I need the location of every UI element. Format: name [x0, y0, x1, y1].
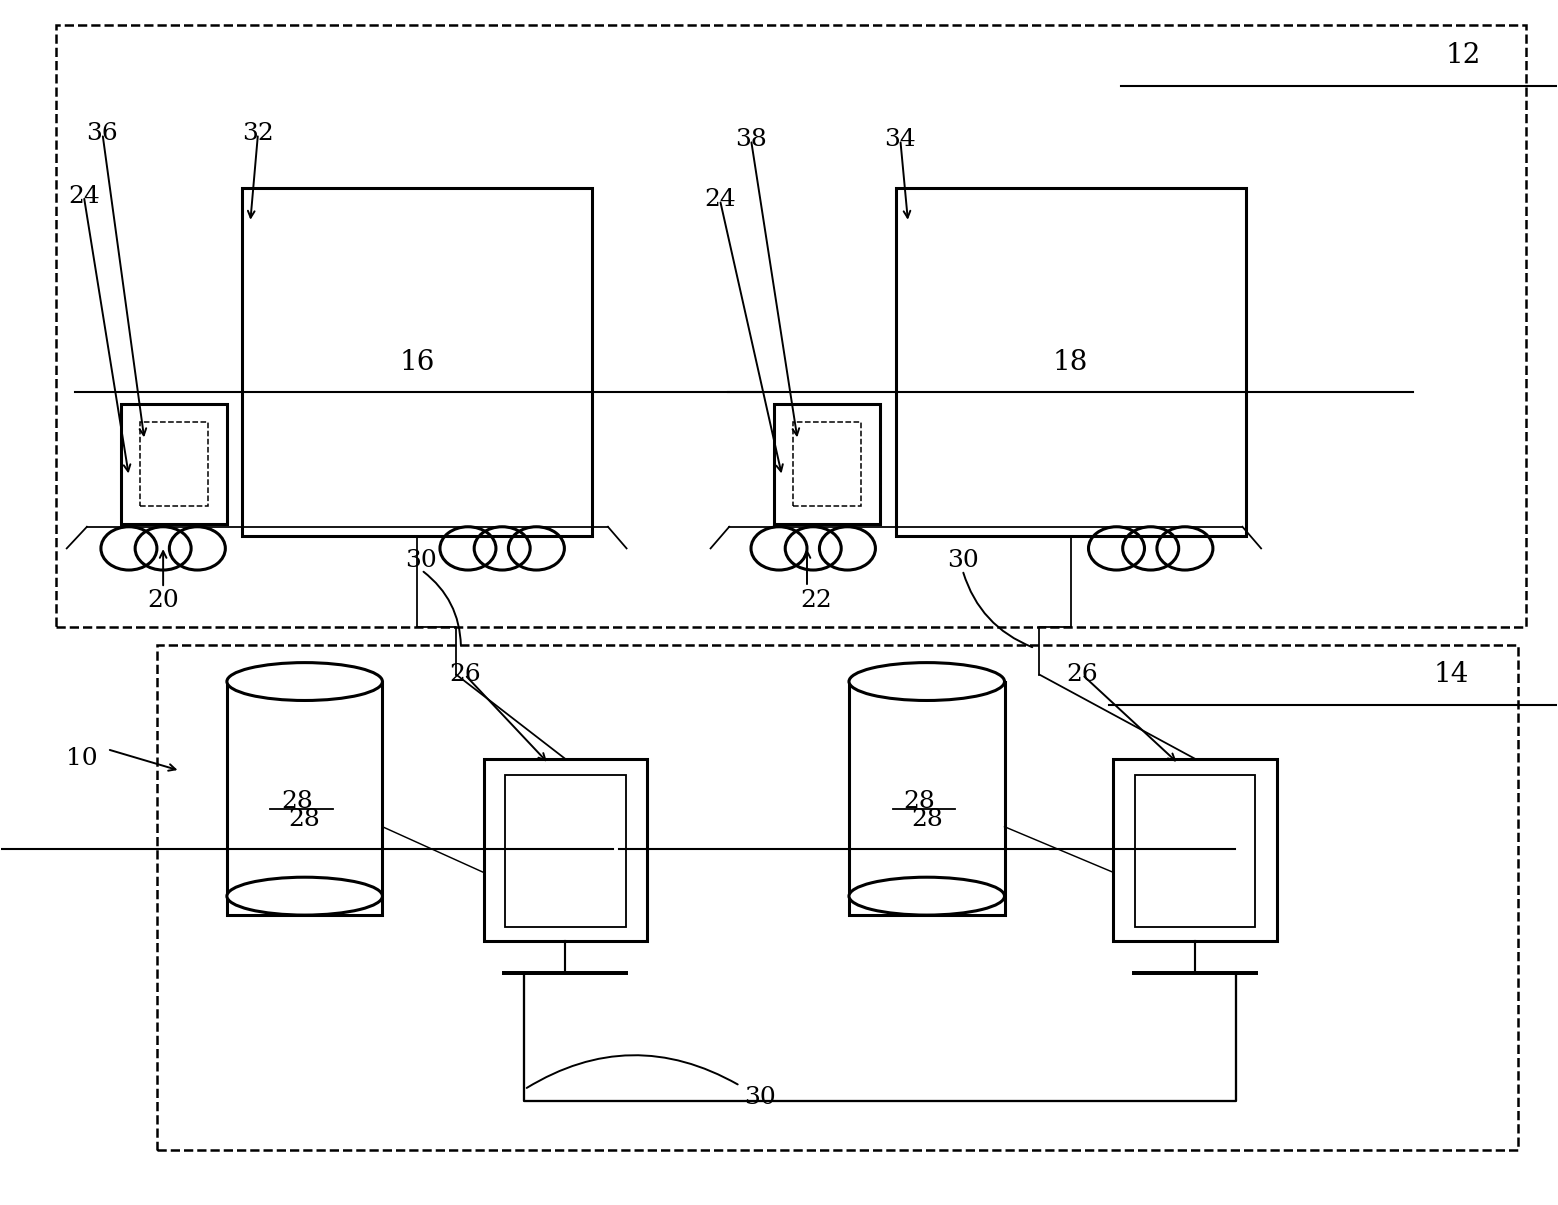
Text: 30: 30: [745, 1087, 776, 1110]
Bar: [483, 759, 647, 941]
Bar: [157, 645, 1517, 1150]
Text: 30: 30: [947, 549, 978, 572]
Text: 26: 26: [1066, 663, 1098, 686]
Text: 32: 32: [241, 122, 274, 145]
Bar: [896, 188, 1245, 536]
Text: 28: 28: [911, 807, 943, 830]
Bar: [849, 682, 1005, 915]
Ellipse shape: [849, 877, 1005, 915]
Bar: [140, 422, 207, 506]
Text: 26: 26: [449, 663, 481, 686]
Text: 38: 38: [735, 128, 767, 151]
Bar: [1134, 775, 1256, 928]
Text: 14: 14: [1433, 662, 1469, 688]
Text: 12: 12: [1446, 42, 1482, 69]
Text: 30: 30: [405, 549, 438, 572]
Ellipse shape: [227, 663, 382, 700]
Text: 16: 16: [400, 348, 435, 376]
Bar: [505, 775, 626, 928]
Ellipse shape: [227, 877, 382, 915]
Text: 28: 28: [288, 807, 321, 830]
Text: 24: 24: [69, 184, 100, 207]
Text: 34: 34: [885, 128, 916, 151]
Ellipse shape: [849, 663, 1005, 700]
Text: 22: 22: [801, 588, 832, 612]
Bar: [774, 404, 880, 524]
Text: 18: 18: [1053, 348, 1089, 376]
Text: 28: 28: [280, 790, 313, 813]
Text: 24: 24: [704, 188, 735, 211]
Text: 10: 10: [67, 747, 98, 770]
Text: 28: 28: [904, 790, 935, 813]
Bar: [1114, 759, 1276, 941]
Bar: [793, 422, 862, 506]
Text: 36: 36: [87, 122, 118, 145]
Bar: [227, 682, 382, 915]
Bar: [243, 188, 592, 536]
Text: 20: 20: [148, 588, 179, 612]
Bar: [56, 25, 1525, 627]
Bar: [122, 404, 227, 524]
